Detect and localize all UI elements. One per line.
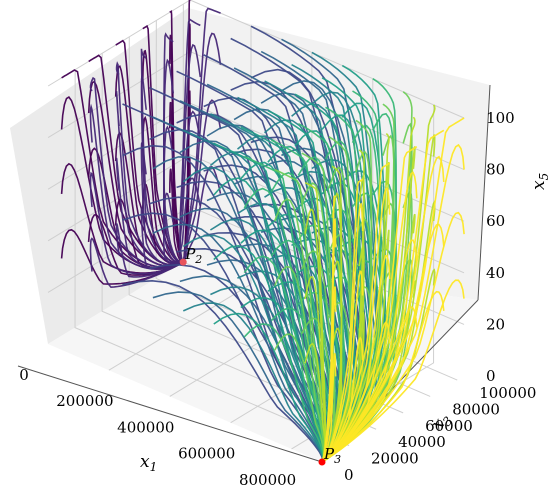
grid-line-x xyxy=(230,78,374,424)
x-tick-label: 0 xyxy=(19,366,29,384)
trajectory-line xyxy=(89,171,184,275)
trajectory-line xyxy=(321,279,465,463)
x-tick-label: 800000 xyxy=(239,471,296,489)
y-tick-label: 80000 xyxy=(452,401,500,419)
y-tick-label: 40000 xyxy=(398,433,446,451)
x-tick-label: 200000 xyxy=(56,392,113,410)
z-tick-label: 0 xyxy=(486,367,496,385)
x-axis-label-sub: 1 xyxy=(150,460,158,474)
trajectory-line xyxy=(89,237,184,289)
grid-line-x xyxy=(108,26,252,371)
trajectory-line xyxy=(321,146,418,463)
z-axis-line xyxy=(477,84,491,301)
trajectory-line xyxy=(321,269,364,463)
trajectory-line xyxy=(321,171,418,463)
z-axis-label: x5 xyxy=(529,173,551,190)
trajectory-line xyxy=(321,195,337,463)
trajectory-lines xyxy=(60,0,465,463)
z-tick-label: 60 xyxy=(486,212,505,230)
trajectory-line xyxy=(321,211,465,463)
grid-line-y xyxy=(74,69,350,447)
y-tick-label: 0 xyxy=(344,466,354,484)
x-tick-label: 400000 xyxy=(117,418,174,436)
y-tick-label: 60000 xyxy=(425,417,473,435)
trajectory-line xyxy=(321,162,391,463)
x-tick-label: 600000 xyxy=(178,445,235,463)
trajectory-line xyxy=(140,205,184,270)
trajectory-line xyxy=(321,143,465,463)
grid-line-y xyxy=(101,53,377,430)
z-tick-label: 100 xyxy=(486,109,515,127)
trajectory-line xyxy=(140,48,184,265)
trajectory-line xyxy=(163,125,184,264)
trajectory-line xyxy=(321,187,391,463)
trajectory-line xyxy=(321,117,465,463)
trajectory-line xyxy=(162,32,184,264)
y-tick-label: 100000 xyxy=(479,384,536,402)
trajectory-line xyxy=(321,202,364,463)
x-axis-line xyxy=(17,365,323,463)
z-tick-label: 80 xyxy=(486,161,505,179)
equilibrium-point-label-sub: 2 xyxy=(194,253,202,266)
trajectory-line xyxy=(321,178,364,463)
trajectory-line xyxy=(115,223,184,278)
y-tick-label: 20000 xyxy=(371,450,419,468)
equilibrium-point-marker xyxy=(318,458,326,466)
z-tick-labels: 0 20 40 60 80 100 xyxy=(486,109,515,385)
z-tick-label: 40 xyxy=(486,264,505,282)
equilibrium-point-label-sub: 3 xyxy=(334,453,341,466)
trajectory-line xyxy=(321,129,445,463)
z-axis-label-sub: 5 xyxy=(537,173,551,181)
equilibrium-point-marker xyxy=(179,258,187,266)
z-tick-label: 20 xyxy=(486,315,505,333)
x-axis-label: x1 xyxy=(140,452,157,474)
trajectory-line xyxy=(162,58,184,264)
